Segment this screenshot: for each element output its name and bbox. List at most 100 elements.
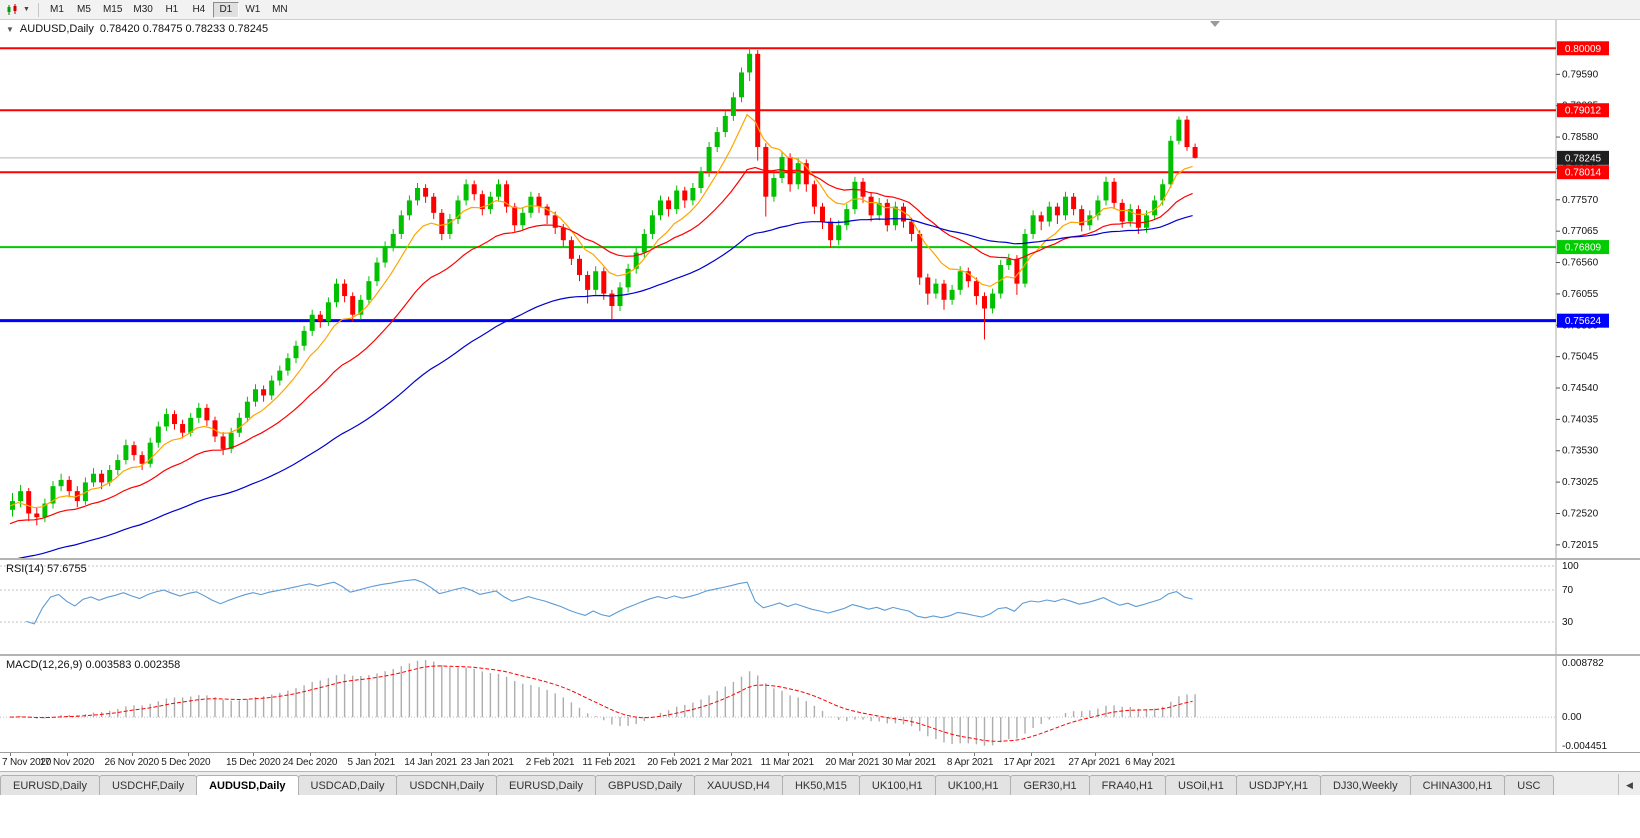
candle-body: [1095, 200, 1101, 216]
macd-indicator-panel[interactable]: 0.008782 0.00 -0.004451 MACD(12,26,9) 0.00…: [0, 656, 1640, 752]
candle-body: [552, 215, 558, 228]
candle-body: [1046, 206, 1052, 222]
timeframe-button-w1[interactable]: W1: [245, 4, 261, 15]
chart-tab[interactable]: UK100,H1: [858, 775, 936, 795]
price-tick-label: 0.78580: [1562, 132, 1599, 143]
candle-body: [66, 479, 72, 492]
chart-tab[interactable]: CHINA300,H1: [1409, 775, 1506, 795]
chart-shift-marker[interactable]: [1210, 21, 1220, 27]
panel-divider[interactable]: [0, 558, 1640, 560]
price-level-label: 0.76809: [1565, 243, 1602, 254]
date-axis-tick: [552, 753, 554, 756]
chart-period-menu-button[interactable]: ▼: [3, 2, 33, 18]
timeframe-button-h1[interactable]: H1: [165, 4, 179, 15]
chart-tab[interactable]: USDCAD,Daily: [297, 775, 398, 795]
chart-tab[interactable]: USOil,H1: [1165, 775, 1237, 795]
price-tick-label: 0.75045: [1562, 352, 1599, 363]
chart-tab[interactable]: HK50,M15: [781, 775, 860, 795]
rsi-chart[interactable]: 100 70 30: [0, 560, 1640, 654]
date-axis-tick: [730, 753, 732, 756]
moving-average-line: [9, 113, 1193, 509]
macd-scale-label: 0.008782: [1562, 658, 1604, 669]
candle-body: [585, 274, 591, 290]
date-axis-tick: [487, 753, 489, 756]
price-level-label-box: [1557, 103, 1609, 118]
price-level-label-box: [1557, 240, 1609, 255]
candle-body: [447, 219, 453, 234]
candle-body: [487, 196, 493, 210]
chart-tab[interactable]: EURUSD,Daily: [496, 775, 596, 795]
rsi-indicator-panel[interactable]: 100 70 30 RSI(14) 57.6755: [0, 560, 1640, 654]
candle-body: [99, 473, 105, 483]
price-chart[interactable]: 0.795900.790850.785800.780750.775700.770…: [0, 20, 1640, 558]
chart-tab[interactable]: USDCHF,Daily: [98, 775, 198, 795]
candle-body: [366, 281, 372, 300]
date-axis-tick: [431, 753, 433, 756]
date-axis-tick: [374, 753, 376, 756]
candle-body: [228, 432, 234, 449]
candle-body: [901, 206, 906, 222]
candlestick-chart-icon: [7, 3, 17, 15]
candle-body: [925, 277, 931, 294]
macd-chart[interactable]: 0.008782 0.00 -0.004451: [0, 656, 1640, 752]
candle-body: [415, 187, 420, 201]
candle-body: [50, 486, 56, 504]
candle-body: [1063, 196, 1068, 216]
chart-tab[interactable]: FRA40,H1: [1088, 775, 1167, 795]
macd-label: MACD(12,26,9) 0.003583 0.002358: [6, 659, 181, 671]
candle-body: [26, 491, 32, 514]
candle-body: [382, 246, 388, 263]
chart-tab-bar: EURUSD,Daily USDCHF,Daily AUDUSD,Daily USDC…: [0, 771, 1640, 795]
price-tick-label: 0.77065: [1562, 226, 1599, 237]
price-tick-label: 0.74035: [1562, 414, 1599, 425]
date-axis-label: 30 Mar 2021: [882, 757, 937, 768]
timeframe-button-m5[interactable]: M5: [76, 4, 91, 15]
tab-scroll-left-button[interactable]: ◀: [1618, 774, 1640, 795]
date-axis-tick: [131, 753, 133, 756]
candle-body: [123, 445, 129, 461]
date-axis-tick: [10, 753, 11, 756]
chart-tab[interactable]: GER30,H1: [1010, 775, 1090, 795]
chart-tab[interactable]: AUDUSD,Daily: [196, 775, 299, 795]
candle-body: [390, 233, 396, 247]
timeframe-button-mn[interactable]: MN: [272, 4, 288, 15]
chart-tab[interactable]: DJ30,Weekly: [1319, 775, 1411, 795]
date-axis-label: 26 Nov 2020: [104, 757, 160, 768]
chart-tab[interactable]: EURUSD,Daily: [0, 775, 100, 795]
timeframe-button-m30[interactable]: M30: [133, 4, 153, 15]
date-axis-tick: [973, 753, 975, 756]
candle-body: [163, 414, 169, 427]
candle-body: [1152, 200, 1158, 216]
timeframe-button-m1[interactable]: M1: [49, 4, 64, 15]
chart-tab[interactable]: USDCNH,Daily: [396, 775, 498, 795]
top-toolbar: ▼ M1 M5 M15 M30 H1 H4 D1 W1 MN: [0, 0, 1640, 20]
timeframe-button-d1[interactable]: D1: [212, 1, 239, 18]
candle-body: [236, 417, 242, 433]
chart-tab[interactable]: GBPUSD,Daily: [595, 775, 695, 795]
candle-body: [204, 407, 210, 421]
candle-body: [982, 296, 987, 309]
chart-tab[interactable]: USC: [1504, 775, 1554, 795]
candle-body: [714, 132, 720, 147]
candle-body: [244, 401, 250, 418]
candle-body: [739, 72, 744, 98]
price-chart-panel[interactable]: 0.795900.790850.785800.780750.775700.770…: [0, 20, 1640, 558]
timeframe-button-m15[interactable]: M15: [102, 4, 123, 15]
candle-body: [844, 209, 850, 226]
candle-body: [455, 200, 461, 220]
timeframe-button-h4[interactable]: H4: [192, 4, 206, 15]
candle-body: [682, 190, 688, 201]
candle-body: [1160, 184, 1166, 201]
chart-tab[interactable]: XAUUSD,H4: [693, 775, 783, 795]
candle-body: [253, 389, 258, 402]
candle-body: [617, 287, 623, 307]
panel-divider[interactable]: [0, 654, 1640, 656]
date-axis-tick: [787, 753, 789, 756]
date-axis[interactable]: 7 Nov 2020 17 Nov 2020 26 Nov 2020 5 Dec 20…: [0, 752, 1640, 771]
date-axis-label: 27 Apr 2021: [1068, 757, 1121, 768]
chart-tab[interactable]: UK100,H1: [934, 775, 1012, 795]
chart-tab[interactable]: USDJPY,H1: [1235, 775, 1321, 795]
collapse-icon[interactable]: ▼: [6, 24, 14, 34]
candle-body: [1135, 209, 1141, 228]
